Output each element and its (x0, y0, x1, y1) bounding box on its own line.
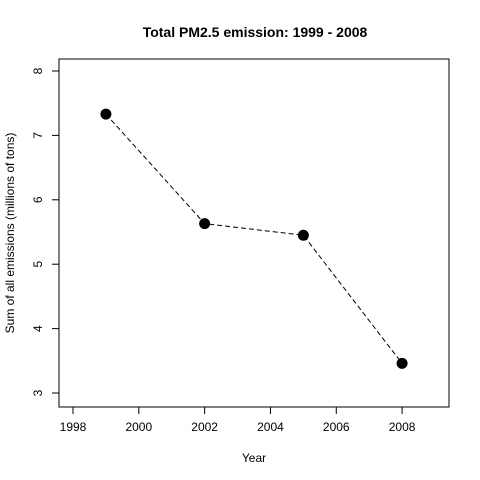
x-tick-label: 2008 (389, 420, 416, 434)
x-tick-label: 2006 (323, 420, 350, 434)
x-axis: 1998 2000 2002 2004 2006 2008 (60, 407, 416, 434)
data-point-2008 (396, 357, 408, 369)
chart-title: Total PM2.5 emission: 1999 - 2008 (143, 24, 368, 40)
y-axis-label: Sum of all emissions (millions of tons) (3, 133, 17, 334)
y-tick-label: 5 (31, 261, 45, 268)
y-axis: 3 4 5 6 7 8 (31, 67, 59, 396)
x-axis-label: Year (242, 451, 266, 465)
x-tick-label: 2004 (257, 420, 284, 434)
y-tick-label: 6 (31, 196, 45, 203)
data-point-2005 (297, 229, 309, 241)
data-point-1999 (100, 108, 112, 120)
y-tick-label: 8 (31, 67, 45, 74)
data-points (100, 108, 408, 369)
x-tick-label: 2000 (125, 420, 152, 434)
y-tick-label: 3 (31, 389, 45, 396)
x-tick-label: 1998 (60, 420, 87, 434)
data-point-2002 (199, 218, 211, 230)
plot-frame (58, 58, 450, 408)
x-tick-label: 2002 (191, 420, 218, 434)
y-tick-label: 7 (31, 132, 45, 139)
y-tick-label: 4 (31, 325, 45, 332)
series-line (105, 113, 403, 364)
